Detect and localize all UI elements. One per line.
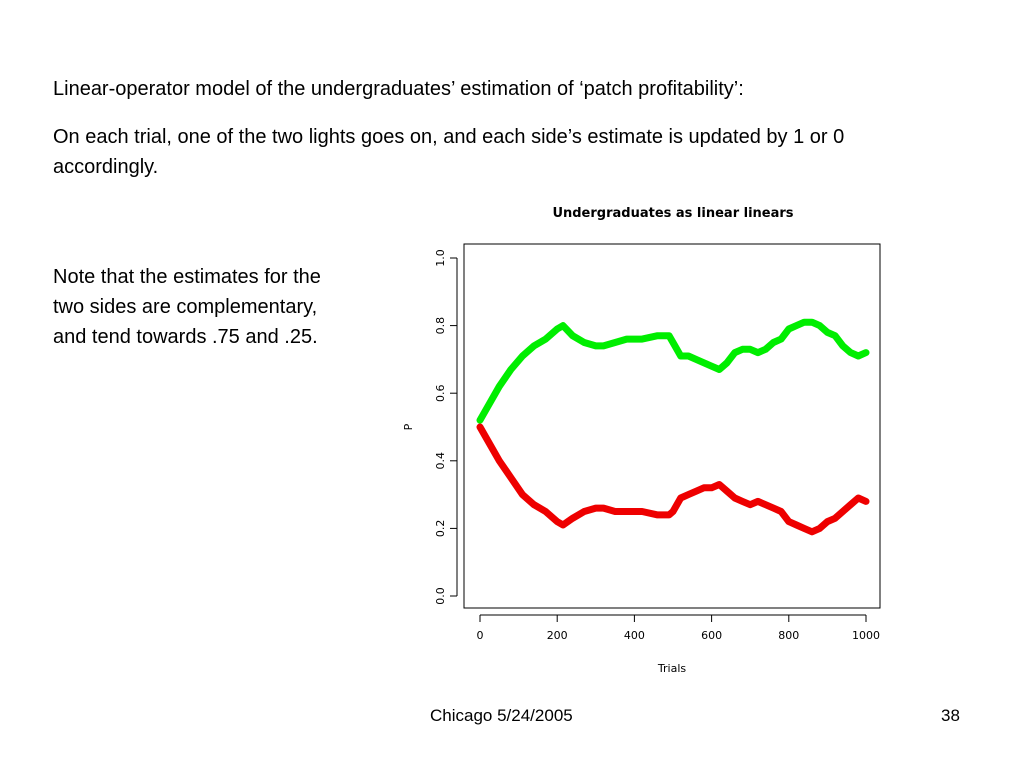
series-layer bbox=[476, 318, 870, 536]
y-tick-label: 0.0 bbox=[434, 587, 447, 605]
x-axis: 0 200 400 600 800 1000 bbox=[477, 614, 880, 642]
x-tick-label: 1000 bbox=[852, 629, 880, 642]
y-tick-label: 0.8 bbox=[434, 317, 447, 335]
x-tick-label: 800 bbox=[778, 629, 799, 642]
y-tick-label: 1.0 bbox=[434, 249, 447, 267]
y-axis-label: P bbox=[402, 423, 415, 430]
series-line-2 bbox=[476, 423, 870, 536]
slide-heading: Linear-operator model of the undergradua… bbox=[53, 78, 744, 100]
slide-description: On each trial, one of the two lights goe… bbox=[53, 126, 845, 178]
footer-text: Chicago 5/24/2005 bbox=[430, 706, 573, 725]
x-axis-label: Trials bbox=[657, 662, 686, 675]
y-axis: 0.0 0.2 0.4 0.6 0.8 1.0 bbox=[434, 249, 458, 605]
series-line-1 bbox=[476, 318, 870, 424]
slide-note: Note that the estimates for the two side… bbox=[53, 266, 321, 348]
x-tick-label: 0 bbox=[477, 629, 484, 642]
page-number: 38 bbox=[941, 706, 960, 725]
y-tick-label: 0.4 bbox=[434, 452, 447, 470]
probability-chart: Undergraduates as linear linears 0 200 400… bbox=[402, 206, 881, 675]
y-tick-label: 0.2 bbox=[434, 520, 447, 538]
chart-title: Undergraduates as linear linears bbox=[552, 206, 793, 221]
x-tick-label: 200 bbox=[547, 629, 568, 642]
plot-frame bbox=[463, 243, 881, 609]
x-tick-label: 600 bbox=[701, 629, 722, 642]
x-tick-label: 400 bbox=[624, 629, 645, 642]
y-tick-label: 0.6 bbox=[434, 384, 447, 402]
